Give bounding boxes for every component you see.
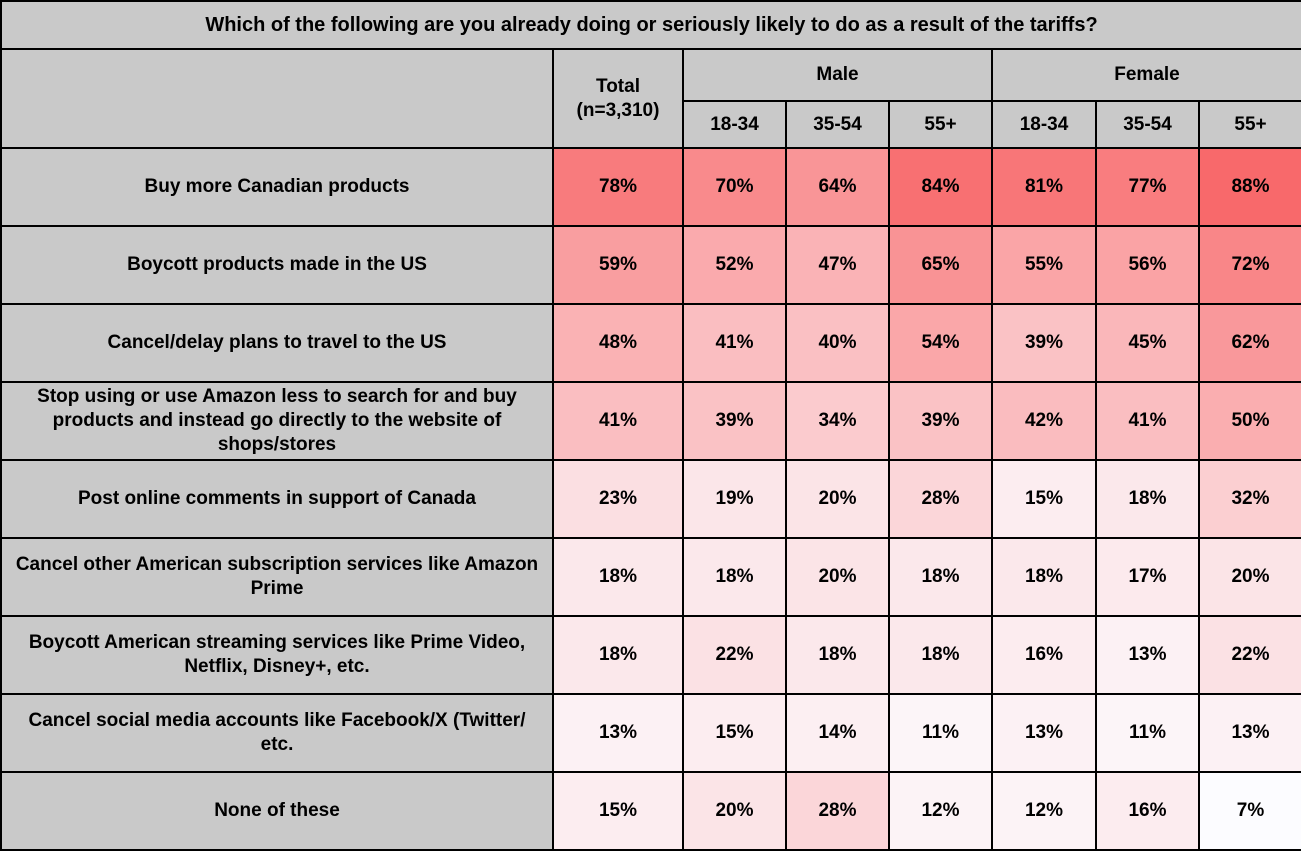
- col-header-total: Total (n=3,310): [552, 48, 684, 149]
- value-cell: 19%: [682, 459, 787, 539]
- value-cell: 18%: [1095, 459, 1200, 539]
- total-label-line2: (n=3,310): [576, 99, 660, 121]
- table-row: Boycott products made in the US 59% 52% 47%…: [0, 225, 1301, 305]
- value-cell: 40%: [785, 303, 890, 383]
- value-cell: 34%: [785, 381, 890, 461]
- value-cell: 18%: [888, 537, 993, 617]
- value-cell: 65%: [888, 225, 993, 305]
- row-label: Boycott products made in the US: [0, 225, 554, 305]
- value-cell: 18%: [785, 615, 890, 695]
- col-header-male-18-34: 18-34: [682, 100, 787, 149]
- table-row: Boycott American streaming services like…: [0, 615, 1301, 695]
- value-cell: 18%: [991, 537, 1097, 617]
- value-cell: 15%: [552, 771, 684, 851]
- table-row: Post online comments in support of Canad…: [0, 459, 1301, 539]
- value-cell: 12%: [888, 771, 993, 851]
- row-label: None of these: [0, 771, 554, 851]
- col-header-female-55plus: 55+: [1198, 100, 1301, 149]
- value-cell: 41%: [1095, 381, 1200, 461]
- value-cell: 23%: [552, 459, 684, 539]
- value-cell: 7%: [1198, 771, 1301, 851]
- value-cell: 70%: [682, 147, 787, 227]
- table-body: Buy more Canadian products 78% 70% 64% 84% 81…: [0, 147, 1301, 851]
- table-row: None of these 15% 20% 28% 12% 12% 16% 7%: [0, 771, 1301, 851]
- row-label: Boycott American streaming services like…: [0, 615, 554, 695]
- value-cell: 39%: [888, 381, 993, 461]
- value-cell: 77%: [1095, 147, 1200, 227]
- value-cell: 11%: [888, 693, 993, 773]
- value-cell: 28%: [785, 771, 890, 851]
- value-cell: 13%: [1095, 615, 1200, 695]
- col-header-male-35-54: 35-54: [785, 100, 890, 149]
- col-header-female-35-54: 35-54: [1095, 100, 1200, 149]
- table-row: Cancel/delay plans to travel to the US 48…: [0, 303, 1301, 383]
- value-cell: 20%: [785, 459, 890, 539]
- row-label: Post online comments in support of Canad…: [0, 459, 554, 539]
- row-label: Stop using or use Amazon less to search …: [0, 381, 554, 461]
- table-row: Cancel other American subscription servi…: [0, 537, 1301, 617]
- value-cell: 56%: [1095, 225, 1200, 305]
- corner-cell: [0, 48, 554, 149]
- row-label: Cancel social media accounts like Facebo…: [0, 693, 554, 773]
- table-row: Cancel social media accounts like Facebo…: [0, 693, 1301, 773]
- value-cell: 47%: [785, 225, 890, 305]
- value-cell: 22%: [1198, 615, 1301, 695]
- value-cell: 41%: [682, 303, 787, 383]
- value-cell: 45%: [1095, 303, 1200, 383]
- total-label-line1: Total: [596, 75, 640, 97]
- value-cell: 28%: [888, 459, 993, 539]
- value-cell: 50%: [1198, 381, 1301, 461]
- value-cell: 18%: [552, 615, 684, 695]
- value-cell: 17%: [1095, 537, 1200, 617]
- value-cell: 22%: [682, 615, 787, 695]
- value-cell: 48%: [552, 303, 684, 383]
- value-cell: 39%: [682, 381, 787, 461]
- value-cell: 81%: [991, 147, 1097, 227]
- value-cell: 20%: [1198, 537, 1301, 617]
- value-cell: 13%: [552, 693, 684, 773]
- value-cell: 52%: [682, 225, 787, 305]
- value-cell: 84%: [888, 147, 993, 227]
- value-cell: 88%: [1198, 147, 1301, 227]
- value-cell: 54%: [888, 303, 993, 383]
- value-cell: 11%: [1095, 693, 1200, 773]
- value-cell: 15%: [682, 693, 787, 773]
- col-header-female-18-34: 18-34: [991, 100, 1097, 149]
- value-cell: 20%: [682, 771, 787, 851]
- value-cell: 12%: [991, 771, 1097, 851]
- value-cell: 18%: [888, 615, 993, 695]
- value-cell: 39%: [991, 303, 1097, 383]
- value-cell: 42%: [991, 381, 1097, 461]
- value-cell: 78%: [552, 147, 684, 227]
- row-label: Buy more Canadian products: [0, 147, 554, 227]
- value-cell: 13%: [1198, 693, 1301, 773]
- table-row: Stop using or use Amazon less to search …: [0, 381, 1301, 461]
- value-cell: 16%: [1095, 771, 1200, 851]
- value-cell: 62%: [1198, 303, 1301, 383]
- col-group-female: Female: [991, 48, 1301, 102]
- row-label: Cancel/delay plans to travel to the US: [0, 303, 554, 383]
- value-cell: 16%: [991, 615, 1097, 695]
- value-cell: 18%: [682, 537, 787, 617]
- table-title: Which of the following are you already d…: [0, 0, 1301, 50]
- value-cell: 59%: [552, 225, 684, 305]
- col-group-male: Male: [682, 48, 993, 102]
- value-cell: 41%: [552, 381, 684, 461]
- col-header-male-55plus: 55+: [888, 100, 993, 149]
- value-cell: 14%: [785, 693, 890, 773]
- value-cell: 64%: [785, 147, 890, 227]
- value-cell: 72%: [1198, 225, 1301, 305]
- row-label: Cancel other American subscription servi…: [0, 537, 554, 617]
- value-cell: 15%: [991, 459, 1097, 539]
- value-cell: 32%: [1198, 459, 1301, 539]
- value-cell: 20%: [785, 537, 890, 617]
- value-cell: 13%: [991, 693, 1097, 773]
- value-cell: 18%: [552, 537, 684, 617]
- table-row: Buy more Canadian products 78% 70% 64% 84% 81…: [0, 147, 1301, 227]
- value-cell: 55%: [991, 225, 1097, 305]
